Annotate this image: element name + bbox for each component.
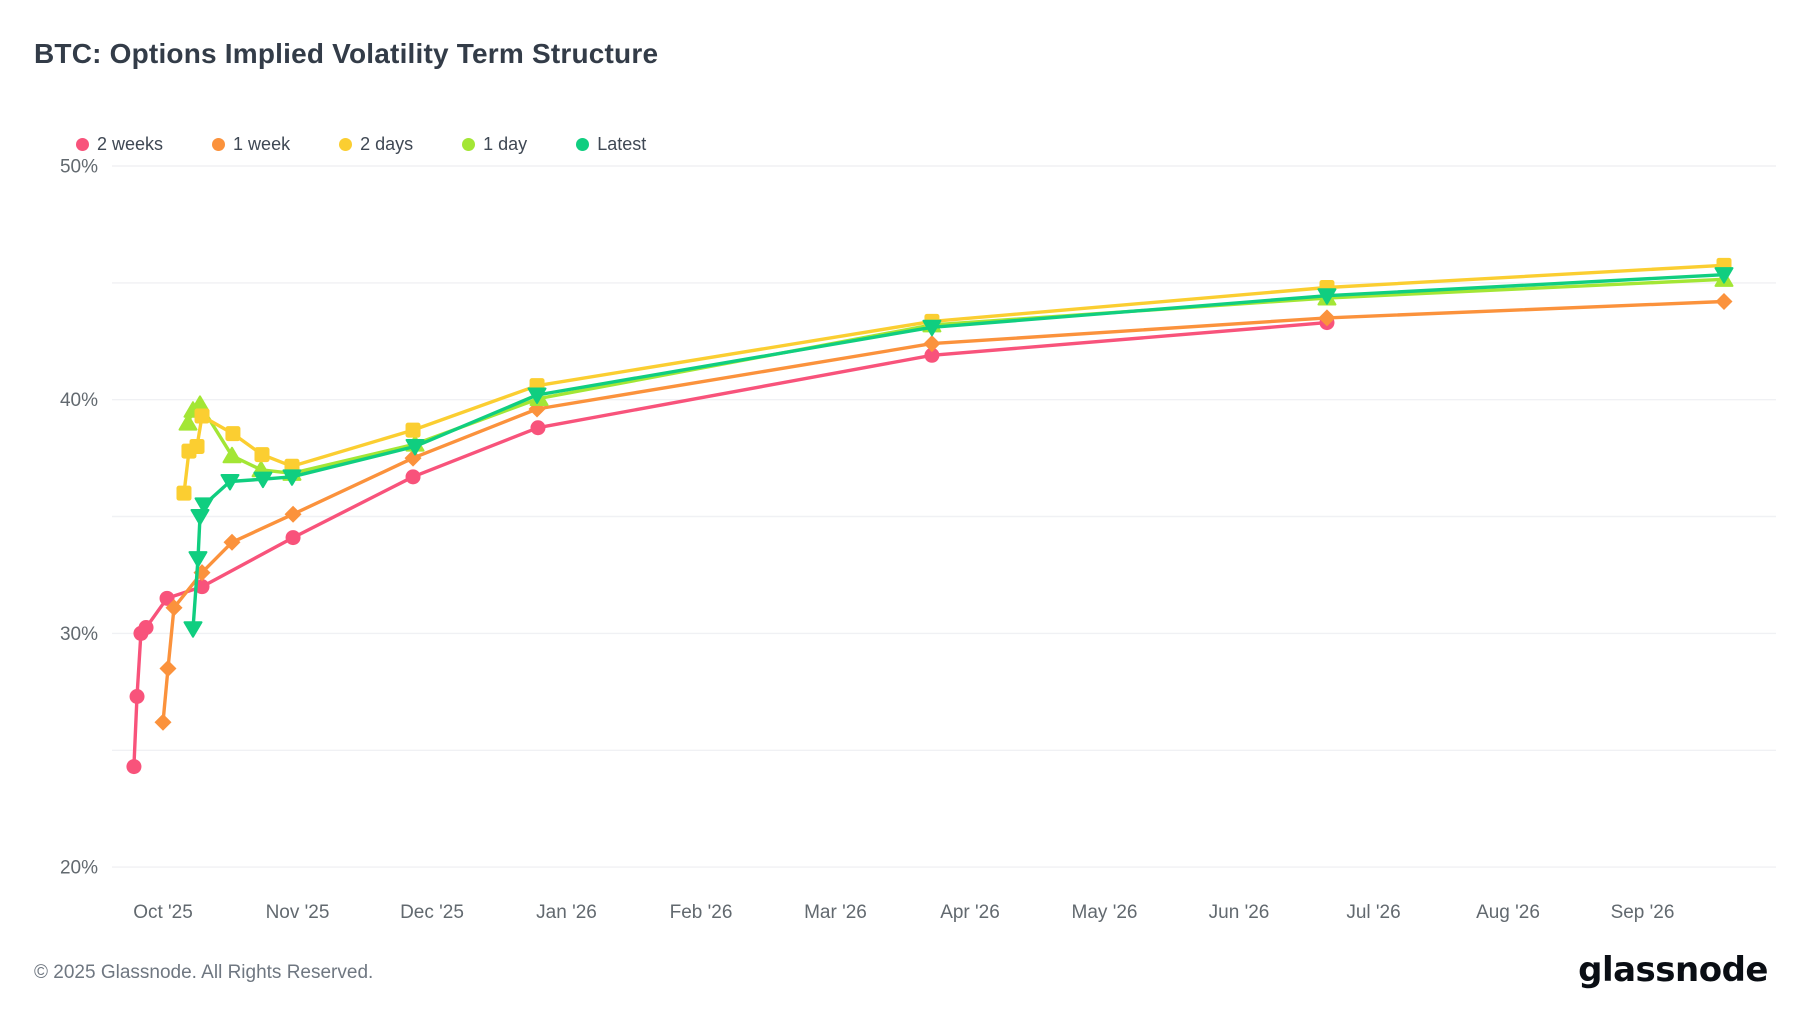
data-point-marker[interactable] [129,688,145,704]
x-tick-1: Oct '25 [133,902,193,923]
glassnode-logo: glassnode [1578,950,1768,990]
legend-label: 1 day [483,134,528,154]
data-point-marker[interactable] [405,422,421,438]
series-2-days[interactable] [176,257,1732,501]
data-point-marker[interactable] [159,659,177,677]
series-line [191,273,1726,631]
series-1-week[interactable] [154,293,1733,731]
x-axis-labels: Oct '25 Nov '25 Dec '25 Jan '26 Feb '26 Mar '… [133,902,1674,923]
data-point-marker[interactable] [222,446,242,464]
series-latest[interactable] [183,267,1734,638]
data-point-marker[interactable] [1317,288,1337,305]
data-point-marker[interactable] [1715,293,1733,311]
chart-legend: 2 weeks 1 week 2 days 1 day Latest [76,134,646,155]
series-line [132,320,1329,769]
page-title: BTC: Options Implied Volatility Term Str… [34,38,659,69]
data-point-marker[interactable] [405,469,421,485]
data-point-marker[interactable] [194,579,210,595]
data-point-marker[interactable] [225,426,241,442]
x-tick-3: Dec '25 [400,902,464,923]
x-tick-5: Feb '26 [670,902,733,923]
data-point-marker[interactable] [282,469,302,486]
data-point-marker[interactable] [1318,309,1336,327]
x-tick-6: Mar '26 [804,902,867,923]
data-point-marker[interactable] [254,447,270,463]
legend-label: Latest [597,134,647,154]
data-point-marker[interactable] [923,335,941,353]
data-point-marker[interactable] [253,471,273,489]
data-point-marker[interactable] [285,530,301,546]
data-point-marker[interactable] [190,509,210,526]
data-point-marker[interactable] [183,621,203,638]
x-tick-2: Nov '25 [266,902,330,923]
data-point-marker[interactable] [194,408,210,424]
data-point-marker[interactable] [159,590,175,606]
data-point-marker[interactable] [530,420,546,436]
data-point-marker[interactable] [924,347,940,363]
y-tick-50: 50% [60,157,98,178]
data-point-marker[interactable] [405,438,425,456]
y-gridlines [112,165,1776,868]
data-point-marker[interactable] [284,505,302,523]
x-tick-4: Jan '26 [536,902,597,923]
legend-label: 2 weeks [97,134,164,154]
data-point-marker[interactable] [220,473,240,491]
x-tick-9: Jun '26 [1209,902,1270,923]
series-line [161,299,1726,724]
data-point-marker[interactable] [126,759,142,775]
series-2-weeks[interactable] [126,315,1335,775]
y-tick-30: 30% [60,624,98,645]
y-tick-20: 20% [60,858,98,879]
legend-swatch-icon [339,138,353,151]
data-point-marker[interactable] [165,599,183,617]
data-point-marker[interactable] [527,387,547,405]
legend-item-1-week[interactable]: 1 week [212,134,290,155]
data-point-marker[interactable] [922,319,942,337]
data-point-marker[interactable] [154,713,172,731]
x-tick-12: Sep '26 [1611,902,1675,923]
copyright-text: © 2025 Glassnode. All Rights Reserved. [34,962,374,983]
legend-item-1-day[interactable]: 1 day [462,134,527,155]
legend-swatch-icon [212,138,226,151]
x-tick-11: Aug '26 [1476,902,1540,923]
y-axis-labels: 50% 40% 30% 20% [60,157,98,879]
legend-label: 2 days [360,134,414,154]
data-point-marker[interactable] [178,414,198,431]
legend-swatch-icon [576,138,590,151]
data-point-marker[interactable] [404,449,422,467]
data-point-marker[interactable] [188,551,208,568]
legend-item-2-weeks[interactable]: 2 weeks [76,134,163,155]
legend-swatch-icon [76,138,89,151]
x-tick-8: May '26 [1072,902,1138,923]
legend-item-latest[interactable]: Latest [576,134,646,155]
data-point-marker[interactable] [189,438,205,454]
legend-label: 1 week [233,134,291,154]
data-point-marker[interactable] [223,533,241,551]
legend-swatch-icon [462,138,476,151]
x-tick-7: Apr '26 [940,902,1000,923]
data-point-marker[interactable] [1714,267,1734,284]
legend-item-2-days[interactable]: 2 days [339,134,413,155]
x-tick-10: Jul '26 [1346,902,1400,923]
data-point-marker[interactable] [138,620,154,636]
y-tick-40: 40% [60,390,98,411]
data-point-marker[interactable] [176,485,192,501]
data-point-marker[interactable] [194,497,214,514]
